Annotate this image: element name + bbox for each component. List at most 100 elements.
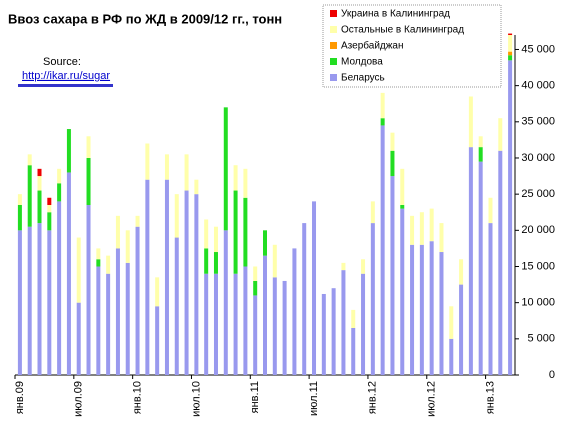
bar-segment [380,92,385,119]
bar-segment [27,165,32,227]
bar-segment [243,197,248,267]
bar-segment [47,230,52,375]
bar-segment [400,168,405,205]
bar-segment [449,306,454,339]
x-tick-label: июл.09 [73,381,85,417]
bar-segment [96,248,101,260]
bar-segment [253,295,258,375]
bar-segment [370,223,375,375]
bar-segment [331,288,336,375]
legend-swatch [330,42,337,49]
bar-segment [233,190,238,274]
legend-label: Украина в Калининград [341,9,450,20]
bar-segment [419,244,424,375]
bar-segment [253,266,258,281]
bar-segment [164,179,169,375]
legend-box [322,4,502,88]
bar-segment [96,266,101,375]
bar-segment [164,154,169,180]
bar-segment [449,338,454,375]
chart-title: Ввоз сахара в РФ по ЖД в 2009/12 гг., то… [8,11,282,26]
y-tick-label: 15 000 [521,260,555,272]
bar-segment [86,136,91,158]
legend-swatch [330,10,337,17]
bar-segment [17,230,22,375]
y-tick-label: 20 000 [521,224,555,236]
bar-segment [174,194,179,238]
bar-segment [37,223,42,375]
bar-segment [57,168,62,184]
bar-segment [410,215,415,245]
y-tick-label: 40 000 [521,80,555,92]
bar-segment [106,273,111,375]
bar-segment [380,125,385,375]
bar-segment [37,190,42,224]
legend-swatch [330,26,337,33]
bar-segment [508,35,513,52]
bar-segment [204,273,209,375]
bar-segment [17,205,22,231]
bar-segment [155,306,160,375]
bar-segment [194,194,199,375]
bar-segment [184,190,189,375]
bar-segment [37,168,42,177]
bar-segment [76,302,81,375]
bar-segment [213,252,218,274]
bar-segment [17,194,22,205]
bar-segment [233,165,238,191]
bar-segment [380,118,385,126]
bar-segment [498,118,503,151]
bar-segment [351,309,356,328]
bar-segment [37,176,42,191]
bar-segment [125,230,130,263]
bar-segment [459,259,464,285]
bar-segment [115,215,120,249]
bar-segment [145,179,150,375]
bar-segment [96,259,101,267]
bar-segment [204,248,209,274]
bar-segment [302,223,307,375]
bar-segment [223,230,228,375]
bar-segment [341,270,346,375]
bar-segment [47,197,52,205]
bar-segment [439,252,444,375]
bar-segment [341,262,346,271]
bar-segment [419,212,424,245]
bar-segment [390,132,395,151]
bar-segment [27,154,32,166]
bar-segment [155,277,160,307]
bar-segment [468,96,473,148]
bar-segment [429,241,434,375]
bar-segment [439,223,444,253]
bar-segment [47,205,52,213]
bar-segment [488,197,493,224]
bar-segment [223,107,228,231]
bar-segment [272,277,277,375]
bar-segment [508,60,513,375]
bar-segment [478,161,483,375]
bar-segment [66,129,71,173]
bar-segment [292,248,297,375]
bar-segment [263,255,267,375]
bar-segment [263,230,267,256]
legend-swatch [330,74,337,81]
x-tick-label: янв.09 [14,381,26,414]
bar-segment [86,205,91,375]
x-tick-label: янв.11 [249,381,261,413]
legend-swatch [330,58,337,65]
bar-segment [174,237,179,375]
x-tick-label: июл.11 [308,381,320,416]
legend-label: Остальные в Калининград [341,25,464,36]
bar-segment [243,266,248,375]
bar-segment [272,244,277,278]
y-tick-label: 25 000 [521,188,555,200]
bar-segment [351,327,356,375]
bar-segment [135,215,140,227]
bar-segment [213,226,218,253]
source-link[interactable]: http://ikar.ru/sugar [22,70,110,82]
bar-segment [498,150,503,375]
bar-segment [76,237,81,303]
bar-segment [400,208,405,375]
y-tick-label: 30 000 [521,152,555,164]
